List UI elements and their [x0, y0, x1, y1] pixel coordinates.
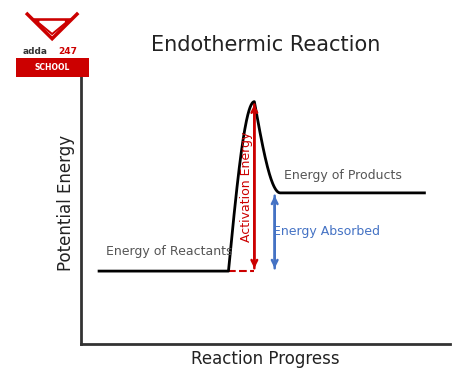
Polygon shape — [40, 22, 64, 32]
Text: 247: 247 — [58, 47, 77, 56]
Text: Energy of Products: Energy of Products — [284, 169, 402, 183]
Text: Activation Energy: Activation Energy — [240, 131, 253, 242]
FancyBboxPatch shape — [16, 59, 89, 77]
Text: Energy of Reactants: Energy of Reactants — [107, 245, 233, 258]
Polygon shape — [33, 19, 71, 34]
Title: Endothermic Reaction: Endothermic Reaction — [151, 36, 380, 56]
Text: adda: adda — [23, 47, 48, 56]
Text: Energy Absorbed: Energy Absorbed — [273, 226, 380, 239]
X-axis label: Reaction Progress: Reaction Progress — [191, 350, 340, 368]
Y-axis label: Potential Energy: Potential Energy — [57, 135, 75, 271]
Text: SCHOOL: SCHOOL — [35, 63, 70, 72]
